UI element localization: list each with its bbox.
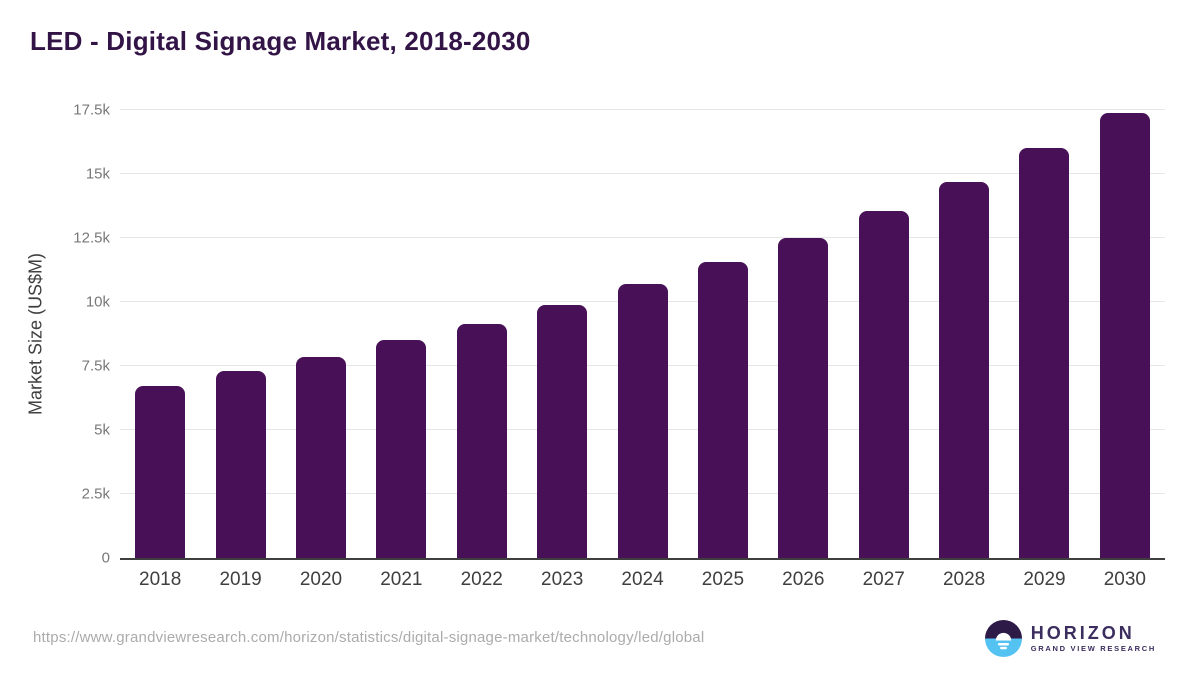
bar-2021 <box>376 340 427 558</box>
x-tick-label-2020: 2020 <box>299 569 343 590</box>
source-url: https://www.grandviewresearch.com/horizo… <box>33 629 705 646</box>
bar-slot-2024 <box>602 110 682 558</box>
bar-slot-2026 <box>763 110 843 558</box>
y-tick-label-5k: 5k <box>94 421 110 439</box>
x-tick-label-2029: 2029 <box>1023 569 1066 590</box>
bar-slot-2023 <box>522 110 602 558</box>
x-tick-label-2030: 2030 <box>1103 569 1147 590</box>
bar-slot-2020 <box>281 110 361 558</box>
y-tick-label-12.5k: 12.5k <box>73 229 110 247</box>
bar-2018 <box>135 386 186 558</box>
bar-2025 <box>697 262 748 558</box>
bar-slot-2028 <box>924 110 1004 558</box>
x-tick-label-2024: 2024 <box>621 569 664 590</box>
bar-2019 <box>215 371 266 558</box>
y-tick-label-15k: 15k <box>85 165 110 183</box>
x-tick-label-2027: 2027 <box>862 569 905 590</box>
logo-name: HORIZON <box>1030 623 1135 644</box>
bar-2028 <box>939 181 990 558</box>
bar-slot-2019 <box>200 110 280 558</box>
y-tick-label-7.5k: 7.5k <box>81 357 110 375</box>
y-tick-label-0: 0 <box>101 549 110 567</box>
bar-2024 <box>617 284 668 558</box>
x-tick-label-2022: 2022 <box>460 569 503 590</box>
bar-slot-2029 <box>1004 110 1084 558</box>
bar-2026 <box>778 238 829 558</box>
gridline-15k <box>120 173 1165 174</box>
chart-title: LED - Digital Signage Market, 2018-2030 <box>30 26 531 56</box>
bar-slot-2018 <box>120 110 200 558</box>
y-axis-tick-labels: 0 2.5k 5k 7.5k 10k 12.5k 15k 17.5k <box>0 102 110 567</box>
bar-2020 <box>295 357 346 558</box>
x-axis-tick-labels: 2018 2019 2020 2021 2022 2023 2024 2025 2026 2027… <box>120 569 1165 591</box>
x-tick-label-2023: 2023 <box>541 569 584 590</box>
logo-text-block: HORIZON GRAND VIEW RESEARCH <box>1031 624 1156 653</box>
x-tick-label-2018: 2018 <box>139 569 182 590</box>
y-tick-label-2.5k: 2.5k <box>81 485 110 503</box>
gridline-17.5k <box>120 109 1165 110</box>
y-tick-label-10k: 10k <box>85 293 110 311</box>
plot-area <box>120 109 1165 560</box>
horizon-logo: HORIZON GRAND VIEW RESEARCH <box>984 620 1156 657</box>
bar-slot-2021 <box>361 110 441 558</box>
bar-slot-2027 <box>844 110 924 558</box>
bar-slot-2022 <box>442 110 522 558</box>
x-tick-label-2025: 2025 <box>701 569 745 590</box>
x-tick-label-2021: 2021 <box>380 569 423 590</box>
horizon-logo-icon <box>984 620 1022 657</box>
x-tick-label-2026: 2026 <box>782 569 825 590</box>
bar-2029 <box>1019 148 1070 558</box>
x-tick-label-2028: 2028 <box>942 569 986 590</box>
bar-2027 <box>858 211 909 558</box>
bar-2022 <box>456 323 507 558</box>
x-tick-label-2019: 2019 <box>219 569 262 590</box>
bar-2030 <box>1099 112 1150 558</box>
bar-2023 <box>537 304 588 558</box>
logo-tagline: GRAND VIEW RESEARCH <box>1030 644 1156 654</box>
bar-slot-2030 <box>1085 110 1165 558</box>
gridline-12.5k <box>120 237 1165 238</box>
bar-slot-2025 <box>683 110 763 558</box>
y-tick-label-17.5k: 17.5k <box>73 101 110 119</box>
